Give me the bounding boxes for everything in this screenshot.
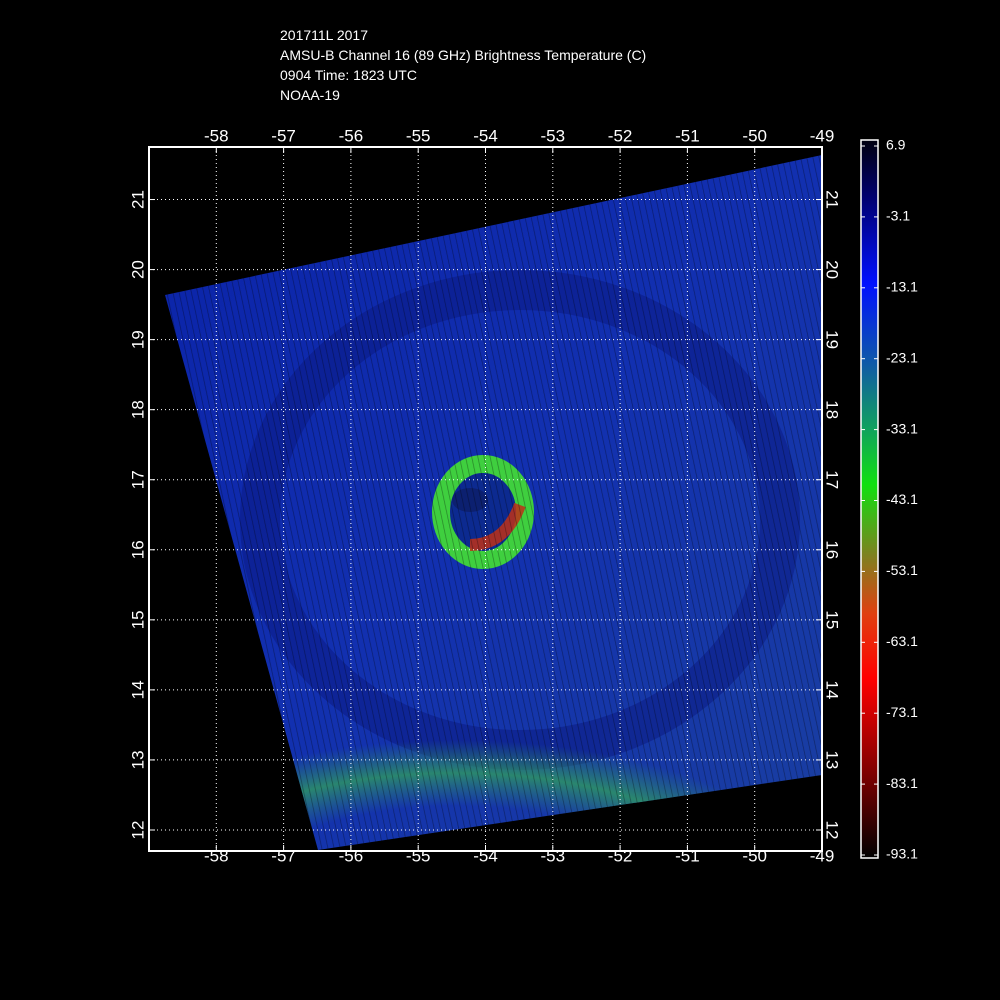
- y-tick-label: 16: [128, 540, 147, 559]
- swath-image: [165, 155, 822, 850]
- colorbar-label: -73.1: [886, 704, 918, 720]
- y-tick-label: 19: [823, 330, 842, 349]
- x-tick-label: -58: [204, 126, 229, 145]
- y-tick-label: 17: [128, 470, 147, 489]
- colorbar-label: -23.1: [886, 349, 918, 365]
- x-tick-label: -49: [810, 126, 835, 145]
- y-tick-label: 14: [823, 680, 842, 699]
- x-tick-label: -57: [271, 846, 296, 865]
- y-tick-label: 20: [823, 260, 842, 279]
- y-tick-label: 21: [128, 190, 147, 209]
- y-tick-label: 17: [823, 470, 842, 489]
- y-tick-label: 16: [823, 540, 842, 559]
- colorbar-label: -13.1: [886, 279, 918, 295]
- y-tick-label: 21: [823, 190, 842, 209]
- y-tick-label: 19: [128, 330, 147, 349]
- y-tick-label: 12: [128, 821, 147, 840]
- y-tick-label: 15: [823, 610, 842, 629]
- colorbar-label: 6.9: [886, 137, 906, 153]
- axes: -58 -58 -57 -57 -56 -56 -55 -55 -54 -54 -53 -53 -52 -…: [128, 126, 841, 865]
- colorbar-label: -53.1: [886, 562, 918, 578]
- header: 201711L 2017 AMSU-B Channel 16 (89 GHz) …: [280, 27, 646, 103]
- x-tick-label: -51: [675, 126, 700, 145]
- y-tick-label: 20: [128, 260, 147, 279]
- y-tick-label: 15: [128, 610, 147, 629]
- y-tick-label: 12: [823, 821, 842, 840]
- x-tick-label: -53: [541, 846, 566, 865]
- header-line: 201711L 2017: [280, 27, 368, 43]
- header-line: 0904 Time: 1823 UTC: [280, 67, 417, 83]
- x-tick-label: -55: [406, 126, 431, 145]
- x-tick-label: -57: [271, 126, 296, 145]
- x-tick-label: -58: [204, 846, 229, 865]
- y-tick-label: 18: [128, 400, 147, 419]
- colorbar-label: -83.1: [886, 775, 918, 791]
- grid: [149, 147, 823, 851]
- x-tick-label: -50: [742, 126, 767, 145]
- colorbar-label: -93.1: [886, 846, 918, 862]
- colorbar-label: -43.1: [886, 491, 918, 507]
- y-tick-label: 18: [823, 400, 842, 419]
- x-tick-label: -49: [810, 846, 835, 865]
- colorbar-label: -63.1: [886, 633, 918, 649]
- x-tick-label: -56: [339, 846, 364, 865]
- x-tick-label: -56: [339, 126, 364, 145]
- x-tick-label: -50: [742, 846, 767, 865]
- x-tick-label: -51: [675, 846, 700, 865]
- colorbar: [860, 139, 879, 859]
- x-tick-label: -52: [608, 126, 633, 145]
- x-tick-label: -54: [473, 846, 498, 865]
- y-tick-label: 13: [823, 750, 842, 769]
- header-line: NOAA-19: [280, 87, 340, 103]
- colorbar-label: -3.1: [886, 208, 910, 224]
- colorbar-label: -33.1: [886, 420, 918, 436]
- header-line: AMSU-B Channel 16 (89 GHz) Brightness Te…: [280, 47, 646, 63]
- y-tick-label: 14: [128, 680, 147, 699]
- colorbar-ticks: 6.9 -3.1 -13.1 -23.1 -33.1 -43.1 -53.1 -63.1 -73…: [861, 137, 918, 862]
- x-tick-label: -55: [406, 846, 431, 865]
- x-tick-label: -52: [608, 846, 633, 865]
- x-tick-label: -54: [473, 126, 498, 145]
- x-tick-label: -53: [541, 126, 566, 145]
- y-tick-label: 13: [128, 750, 147, 769]
